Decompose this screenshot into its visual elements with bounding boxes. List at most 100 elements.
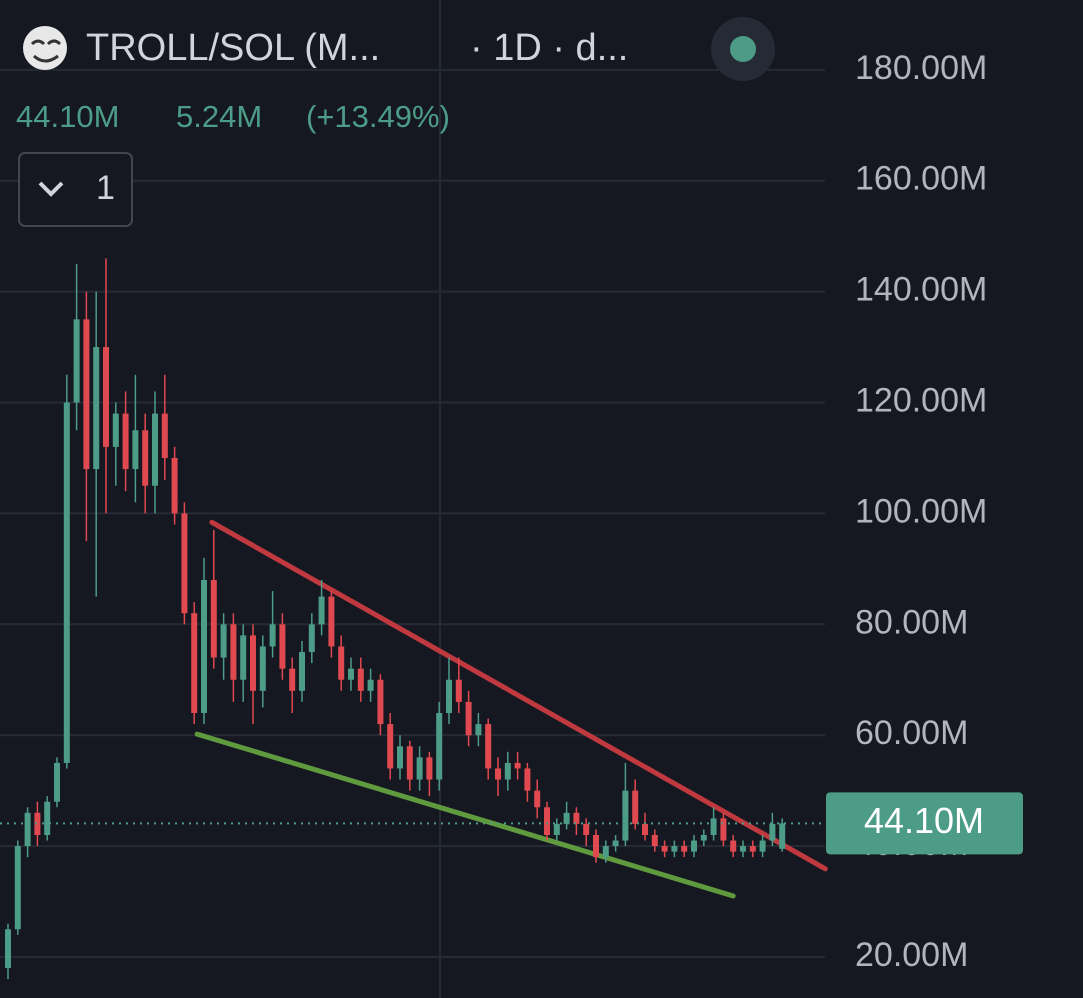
- candle-body: [671, 846, 678, 852]
- candle-body: [397, 746, 403, 769]
- y-tick-label: 120.00M: [855, 382, 987, 420]
- change: 5.24M: [176, 99, 262, 134]
- candle-body: [573, 812, 580, 824]
- candle-body: [622, 790, 629, 841]
- chevron[interactable]: [38, 181, 64, 197]
- button-frame[interactable]: [18, 152, 133, 227]
- candle-body: [691, 840, 697, 852]
- candle-body: [465, 701, 472, 736]
- candle-body: [534, 790, 541, 808]
- candle-body: [553, 823, 560, 835]
- candle-body: [563, 812, 570, 824]
- candle-body: [436, 713, 443, 780]
- candle-body: [416, 757, 423, 780]
- candle-body: [14, 846, 21, 930]
- candle-body: [406, 746, 413, 780]
- candle-body: [495, 768, 501, 780]
- trendlines: [194, 519, 828, 899]
- candle-body: [259, 646, 266, 691]
- candle-body: [34, 812, 41, 835]
- change-pct: (+13.49%): [306, 99, 450, 134]
- candle-body: [661, 846, 668, 852]
- candles: [5, 258, 786, 980]
- candle-body: [357, 668, 364, 691]
- candle-body: [73, 319, 80, 403]
- candle-body: [5, 929, 11, 969]
- collapse-button[interactable]: 1: [18, 152, 133, 227]
- candle-body: [544, 807, 550, 835]
- candle-body: [593, 834, 599, 858]
- candle-body: [161, 413, 168, 458]
- candle-body: [279, 624, 286, 669]
- candle-body: [348, 668, 354, 680]
- candle-body: [720, 818, 727, 841]
- candle-body: [230, 624, 237, 680]
- y-axis: 20.00M40.00M60.00M80.00M100.00M120.00M14…: [855, 49, 987, 974]
- candle-body: [318, 596, 325, 625]
- y-tick-label: 160.00M: [855, 160, 987, 198]
- coin-icon-face: [30, 39, 62, 63]
- candle-body: [387, 724, 394, 769]
- grid: [0, 68, 825, 958]
- title: TROLL/SOL (M...: [86, 27, 380, 69]
- candle-body: [514, 762, 521, 769]
- candle-body: [24, 812, 31, 847]
- candle-body: [191, 613, 198, 714]
- candle-body: [93, 347, 100, 470]
- candle-body: [475, 724, 482, 736]
- candle-body: [642, 823, 648, 835]
- candle-body: [289, 668, 296, 691]
- coin-icon: [23, 26, 67, 70]
- candle-body: [240, 635, 247, 680]
- candle-body: [749, 846, 756, 852]
- candle-body: [759, 840, 766, 852]
- y-tick-label: 180.00M: [855, 49, 987, 87]
- candle-body: [250, 635, 256, 691]
- trendline: [194, 731, 736, 899]
- price-badge-label: 44.10M: [864, 800, 984, 841]
- candle-body: [142, 430, 149, 486]
- candle-body: [377, 679, 384, 725]
- y-tick-label: 140.00M: [855, 271, 987, 309]
- candle-body: [54, 762, 60, 802]
- candle-body: [152, 413, 158, 486]
- candle-body: [485, 724, 492, 769]
- button-label[interactable]: 1: [96, 169, 115, 207]
- candle-body: [132, 430, 139, 470]
- candle-body: [651, 834, 658, 847]
- candle-body: [769, 823, 776, 841]
- candle-body: [44, 801, 51, 835]
- candle-body: [504, 762, 511, 780]
- candle-body: [328, 596, 335, 647]
- candle-body: [681, 846, 688, 852]
- y-tick-label: 100.00M: [855, 492, 987, 530]
- y-tick-label: 20.00M: [855, 936, 968, 974]
- candle-body: [103, 347, 109, 447]
- candle-body: [112, 413, 119, 447]
- candle-body: [299, 652, 305, 691]
- candle-body: [632, 790, 639, 824]
- candle-body: [779, 823, 786, 849]
- candle-body: [710, 818, 717, 835]
- candle-body: [426, 757, 433, 780]
- candle-body: [338, 646, 345, 680]
- interval: · 1D · d...: [470, 27, 628, 69]
- candle-body: [612, 840, 619, 847]
- candle-body: [446, 679, 452, 714]
- candle-body: [220, 624, 227, 658]
- trendline: [209, 519, 828, 872]
- candle-body: [455, 679, 462, 702]
- y-tick-label: 60.00M: [855, 714, 968, 752]
- candle-body: [63, 402, 70, 763]
- candle-body: [367, 679, 374, 691]
- candle-body: [583, 823, 590, 835]
- y-tick-label: 80.00M: [855, 603, 968, 641]
- candle-body: [602, 846, 609, 858]
- candle-body: [201, 579, 207, 714]
- candle-body: [269, 624, 276, 647]
- status-dot: [730, 36, 756, 62]
- candle-body: [700, 834, 707, 841]
- candle-body: [524, 768, 531, 791]
